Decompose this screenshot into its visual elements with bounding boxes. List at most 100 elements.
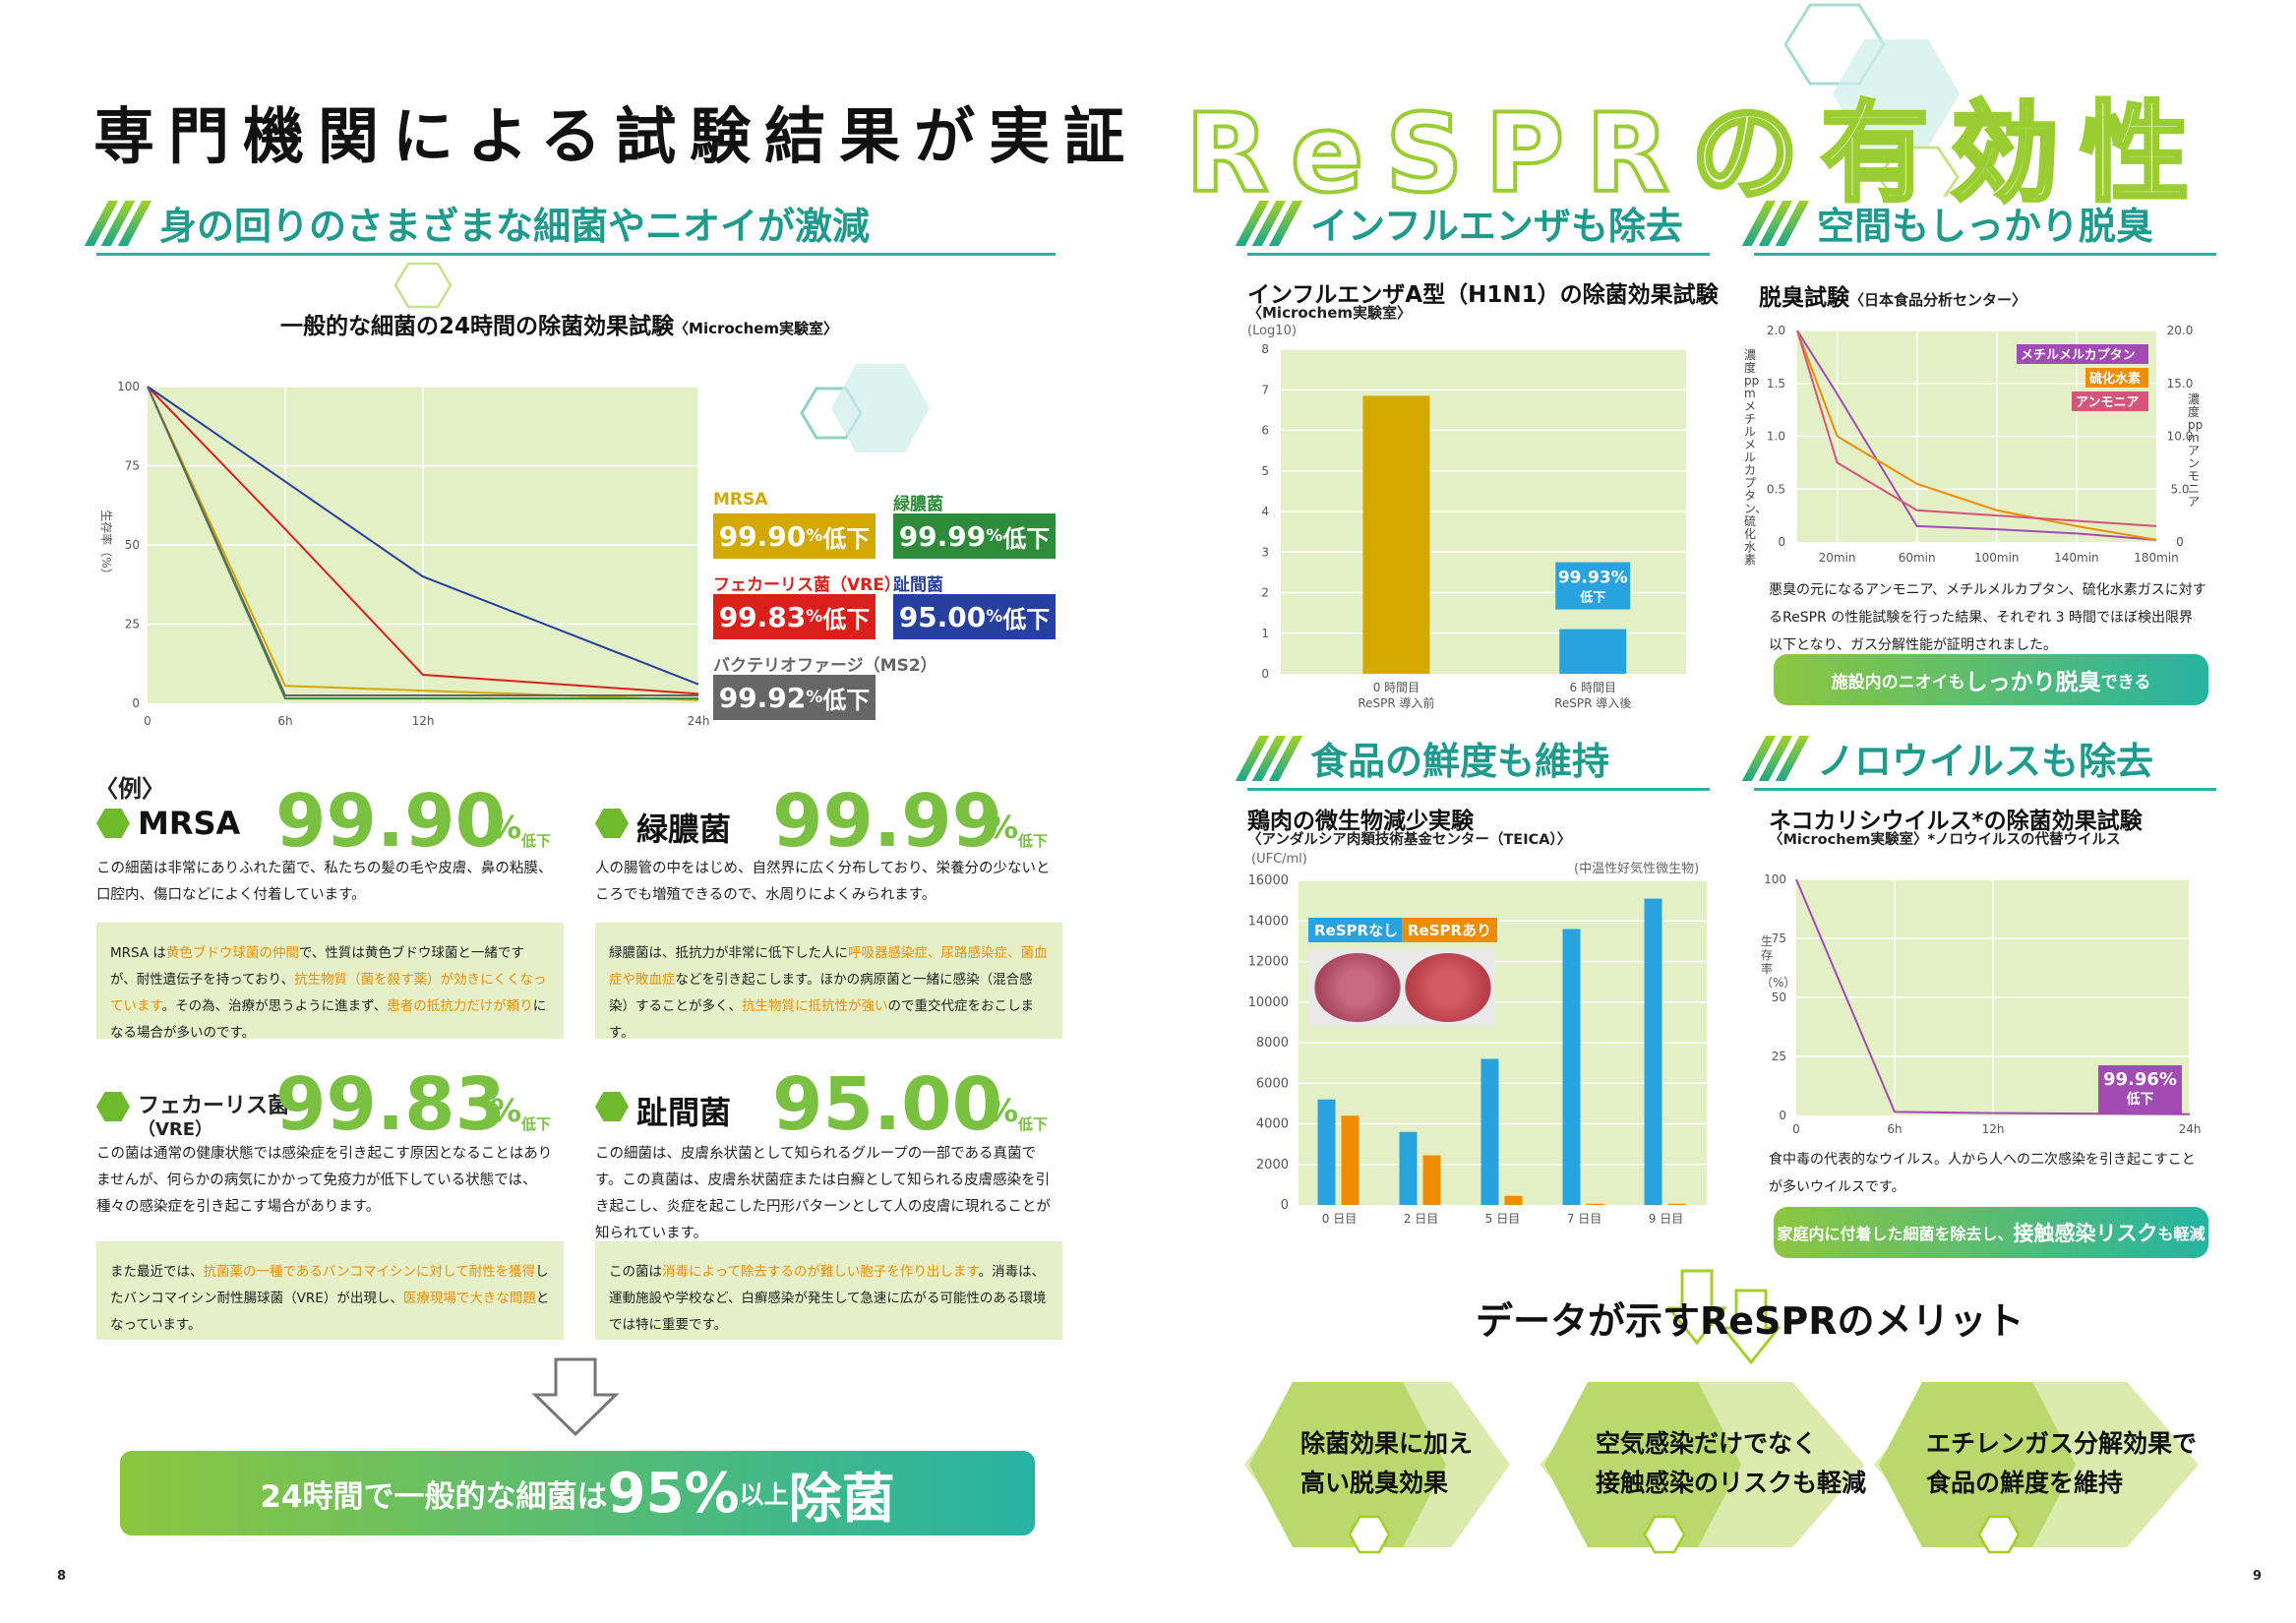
note-text: 緑膿菌は、抵抗力が非常に低下した人に — [609, 945, 848, 961]
note-text: また最近では、 — [110, 1264, 204, 1280]
example-mrsa-text: この細菌は非常にありふれた菌で、私たちの髪の毛や皮膚、鼻の粘膜、口腔内、傷口など… — [96, 861, 553, 903]
flu-chart-title: インフルエンザA型（H1N1）の除菌効果試験 — [1247, 282, 1719, 308]
example-pseudomonas-note: 緑膿菌は、抵抗力が非常に低下した人に呼吸器感染症、尿路感染症、菌血症や敗血症など… — [595, 923, 1062, 1041]
section-header-germs: 身の回りのさまざまな細菌やニオイが激減 — [84, 193, 1056, 256]
y-tick-label-right: 10.0 — [2167, 430, 2194, 444]
note-text: になる場合が多いのです。 — [110, 998, 547, 1041]
y-tick-label-right: 0 — [2176, 535, 2184, 549]
y-tick-label: 100 — [1764, 872, 1786, 886]
page-title-right: ReSPRの有効性 — [1183, 89, 2210, 218]
banner-pre: 施設内のニオイも — [1831, 672, 1965, 692]
stripes-icon — [1741, 735, 1810, 781]
noro-line-chart: 0 25 50 75 100 0 6h 12h 24h — [1764, 872, 2202, 1136]
example-pct: % — [987, 1092, 1019, 1129]
example-pct: % — [490, 1092, 522, 1129]
example-vre-header: フェカーリス菌 （VRE） 99.83 % 低下 — [96, 1062, 569, 1147]
y-tick-label: 50 — [125, 538, 140, 552]
banner-big: 95% — [607, 1461, 740, 1526]
bar — [1422, 1155, 1441, 1205]
y-tick-label: 16000 — [1248, 873, 1289, 888]
food-chart-title: 鶏肉の微生物減少実験 — [1247, 809, 1474, 834]
legend-swatch — [2017, 344, 2148, 364]
example-suffix: 低下 — [1018, 832, 1049, 850]
merit-line2: 接触感染のリスクも軽減 — [1596, 1469, 1867, 1497]
y-tick-label-left: 0 — [1778, 535, 1785, 549]
food-chart-unit: (UFC/ml) — [1251, 852, 1307, 867]
petri-dish-with — [1405, 953, 1491, 1022]
example-trichophyton-text: この細菌は、皮膚糸状菌として知られるグループの一部である真菌です。この真菌は、皮… — [595, 1146, 1051, 1241]
section-label: 食品の鮮度も維持 — [1310, 740, 1610, 783]
x-tick-label: 6 時間目 — [1570, 681, 1616, 694]
stripes-icon — [1235, 735, 1303, 781]
legend-swatch — [2085, 368, 2148, 388]
banner-mid: 以上 — [739, 1480, 789, 1509]
y-tick-label: 0 — [1261, 667, 1269, 681]
noro-chart-title: ネコカリシウイルス*の除菌効果試験 — [1769, 809, 2143, 834]
badge-name-1: 緑膿菌 — [893, 495, 943, 514]
odor-chart-ylabel-left: 濃度ppmメチルメルカプタン、硫化水素 — [1744, 348, 1768, 567]
merit-2: 空気感染だけでなく 接触感染のリスクも軽減 — [1596, 1424, 1866, 1503]
germ-chart-title-text: 一般的な細菌の24時間の除菌効果試験 — [280, 314, 675, 339]
badge-name-0: MRSA — [713, 490, 768, 510]
note-text: となっています。 — [110, 1291, 550, 1333]
food-chart-lab: 〈アンダルシア肉類技術基金センター（TEICA）〉 — [1247, 832, 1572, 848]
badge-value: 99.90 — [718, 519, 807, 553]
bar-label-suffix: 低下 — [1579, 590, 1605, 606]
noro-chart-ylabel: 生存率（%） — [1761, 934, 1796, 990]
banner-end: 除菌 — [788, 1467, 895, 1530]
bar — [1559, 629, 1627, 674]
legend-label: アンモニア — [2076, 395, 2139, 410]
badge-0: 99.90% 低下 — [713, 513, 876, 559]
section-label: インフルエンザも除去 — [1310, 205, 1683, 248]
example-pct: % — [490, 809, 522, 846]
bar — [1480, 1058, 1499, 1205]
decorative-hexagon-small — [393, 262, 453, 309]
badge-pct: % — [986, 526, 1003, 546]
badge-pct: % — [806, 526, 823, 546]
note-highlight: 抗菌薬の一種であるバンコマイシンに対して耐性を獲得 — [203, 1264, 536, 1280]
odor-chart-ylabel-right: 濃度ppmアンモニア — [2188, 392, 2204, 509]
merit-1: 除菌効果に加え 高い脱臭効果 — [1300, 1424, 1473, 1503]
example-vre-text: この菌は通常の健康状態では感染症を引き起こす原因となることはありませんが、何らか… — [96, 1146, 553, 1215]
stripes-icon — [1235, 200, 1303, 246]
example-suffix: 低下 — [521, 832, 552, 850]
example-name: 趾間菌 — [636, 1094, 732, 1131]
y-tick-label: 75 — [125, 459, 140, 473]
y-tick-label: 12000 — [1248, 955, 1289, 970]
example-trichophyton-header: 趾間菌 95.00 % 低下 — [595, 1062, 1067, 1147]
x-tick-label: 20min — [1819, 551, 1856, 565]
y-tick-label: 1 — [1261, 627, 1269, 640]
series-line — [1796, 330, 2157, 541]
noro-banner: 家庭内に付着した細菌を除去し、 接触感染リスク も軽減 — [1774, 1207, 2208, 1258]
badge-1: 99.99% 低下 — [893, 513, 1056, 559]
note-highlight: 患者の抵抗力だけが頼り — [387, 998, 533, 1014]
example-name-2: （VRE） — [138, 1119, 213, 1140]
banner-big: しっかり脱臭 — [1964, 670, 2101, 695]
note-text: ので重交代症をおこします。 — [609, 998, 1034, 1041]
bar-label-value: 99.93% — [1558, 569, 1628, 588]
x-tick-label: ReSPR 導入前 — [1358, 695, 1434, 710]
series-line — [1795, 878, 2191, 1115]
x-tick-label: 24h — [2179, 1122, 2202, 1136]
merit-hex-1 — [1249, 1382, 1446, 1547]
bottom-banner: 24時間で一般的な細菌は 95% 以上 除菌 — [120, 1451, 1035, 1535]
example-name: 緑膿菌 — [636, 811, 732, 848]
badge-2: 99.83% 低下 — [713, 594, 876, 639]
badge-3: 95.00% 低下 — [893, 594, 1056, 639]
badge-value: 99.83 — [718, 600, 807, 633]
germ-chart-lab: 〈Microchem実験室〉 — [674, 320, 839, 337]
example-pseudomonas-text: 人の腸管の中をはじめ、自然界に広く分布しており、栄養分の少ないところでも増殖でき… — [595, 861, 1051, 903]
example-value: 95.00 — [772, 1062, 1003, 1147]
note-text: したバンコマイシン耐性腸球菌（VRE）が出現し、 — [110, 1264, 549, 1306]
bar — [1644, 898, 1662, 1205]
note-text: この菌は — [609, 1264, 662, 1280]
bar — [1562, 929, 1581, 1205]
x-tick-label: 24h — [688, 714, 710, 728]
note-text: 。消毒は、運動施設や学校など、白癬感染が発生して急速に広がる可能性のある環境では… — [609, 1264, 1047, 1333]
bar — [1399, 1131, 1418, 1205]
odor-description: 悪臭の元になるアンモニア、メチルメルカプタン、硫化水素ガスに対するReSPR の… — [1769, 582, 2206, 653]
banner-big: 接触感染リスク — [2013, 1222, 2158, 1245]
note-text: MRSA は — [110, 945, 166, 961]
badge-list: MRSA 99.90% 低下 緑膿菌 99.99% 低下 フェカーリス菌（VRE） … — [713, 490, 1067, 726]
example-value: 99.90 — [275, 779, 507, 864]
